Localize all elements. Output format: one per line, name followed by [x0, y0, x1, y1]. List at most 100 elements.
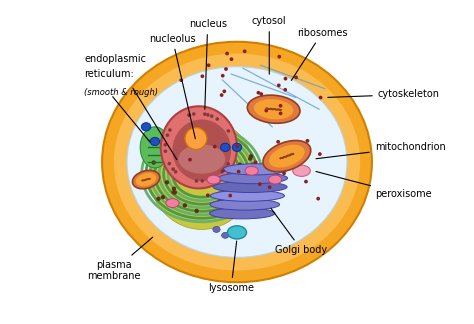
Circle shape [295, 76, 297, 79]
Circle shape [152, 161, 155, 164]
Ellipse shape [173, 120, 231, 181]
Circle shape [221, 171, 223, 173]
Text: nucleolus: nucleolus [149, 34, 196, 139]
Text: cytosol: cytosol [252, 16, 287, 74]
Circle shape [227, 163, 229, 165]
Ellipse shape [233, 229, 241, 235]
Circle shape [195, 180, 198, 182]
Circle shape [255, 161, 257, 163]
Circle shape [238, 163, 241, 166]
Ellipse shape [178, 145, 225, 174]
Circle shape [188, 114, 190, 116]
Circle shape [284, 77, 287, 80]
Circle shape [169, 129, 171, 131]
Circle shape [220, 94, 223, 96]
Circle shape [317, 197, 319, 200]
Circle shape [214, 145, 216, 148]
Circle shape [192, 113, 195, 115]
Circle shape [278, 55, 281, 58]
Circle shape [268, 186, 271, 188]
Circle shape [250, 181, 253, 184]
Circle shape [279, 105, 282, 107]
Text: mitochondrion: mitochondrion [316, 142, 446, 159]
Circle shape [244, 50, 246, 52]
Ellipse shape [207, 175, 220, 184]
Ellipse shape [166, 199, 179, 207]
Circle shape [172, 168, 174, 170]
Circle shape [157, 197, 160, 200]
Circle shape [186, 138, 189, 141]
Circle shape [183, 204, 186, 207]
Ellipse shape [210, 208, 275, 219]
Circle shape [249, 188, 252, 191]
Ellipse shape [247, 95, 300, 123]
Text: lysosome: lysosome [208, 241, 254, 293]
Text: cytoskeleton: cytoskeleton [328, 89, 440, 99]
Circle shape [277, 141, 279, 143]
Ellipse shape [220, 143, 230, 151]
Ellipse shape [254, 99, 293, 119]
Text: (smooth & rough): (smooth & rough) [84, 87, 158, 97]
Circle shape [229, 194, 231, 197]
Circle shape [221, 75, 224, 77]
Circle shape [237, 170, 240, 173]
Circle shape [223, 90, 226, 92]
Circle shape [227, 130, 229, 132]
Text: nucleus: nucleus [189, 19, 227, 110]
Ellipse shape [232, 143, 242, 151]
Circle shape [226, 52, 228, 55]
Circle shape [231, 156, 235, 159]
Circle shape [174, 170, 177, 173]
Circle shape [250, 155, 253, 158]
Circle shape [201, 180, 203, 182]
Circle shape [249, 157, 252, 160]
Circle shape [279, 112, 282, 115]
Circle shape [214, 138, 217, 141]
Ellipse shape [127, 67, 347, 257]
Circle shape [252, 163, 255, 166]
Circle shape [162, 196, 164, 199]
Circle shape [278, 84, 280, 87]
Ellipse shape [150, 137, 160, 145]
Ellipse shape [132, 170, 160, 189]
Circle shape [210, 115, 213, 117]
Text: endoplasmic: endoplasmic [84, 54, 146, 64]
Circle shape [189, 146, 191, 149]
Circle shape [166, 134, 169, 136]
Circle shape [232, 148, 235, 151]
Circle shape [249, 180, 252, 183]
Ellipse shape [161, 106, 237, 188]
Circle shape [189, 158, 191, 161]
Circle shape [198, 134, 201, 137]
Text: Golgi body: Golgi body [271, 208, 328, 255]
Circle shape [216, 145, 219, 148]
Ellipse shape [293, 165, 310, 176]
Ellipse shape [141, 123, 151, 131]
Circle shape [180, 79, 182, 81]
Ellipse shape [222, 232, 229, 238]
Circle shape [305, 180, 307, 183]
Circle shape [222, 169, 225, 172]
Ellipse shape [102, 42, 372, 282]
Circle shape [164, 150, 166, 152]
Circle shape [164, 144, 166, 146]
Circle shape [204, 113, 206, 115]
Ellipse shape [263, 141, 311, 172]
Circle shape [265, 110, 267, 112]
Circle shape [283, 172, 285, 174]
Circle shape [195, 210, 198, 213]
Text: reticulum:: reticulum: [84, 69, 134, 79]
Text: peroxisome: peroxisome [316, 171, 431, 199]
Circle shape [257, 92, 260, 94]
Circle shape [220, 148, 223, 151]
Ellipse shape [210, 190, 284, 201]
Circle shape [225, 68, 227, 70]
Ellipse shape [149, 118, 255, 229]
Circle shape [236, 145, 238, 148]
Circle shape [165, 159, 168, 162]
Circle shape [260, 93, 263, 95]
Circle shape [219, 199, 222, 202]
Ellipse shape [185, 128, 207, 150]
Ellipse shape [269, 175, 282, 184]
Circle shape [216, 118, 219, 120]
